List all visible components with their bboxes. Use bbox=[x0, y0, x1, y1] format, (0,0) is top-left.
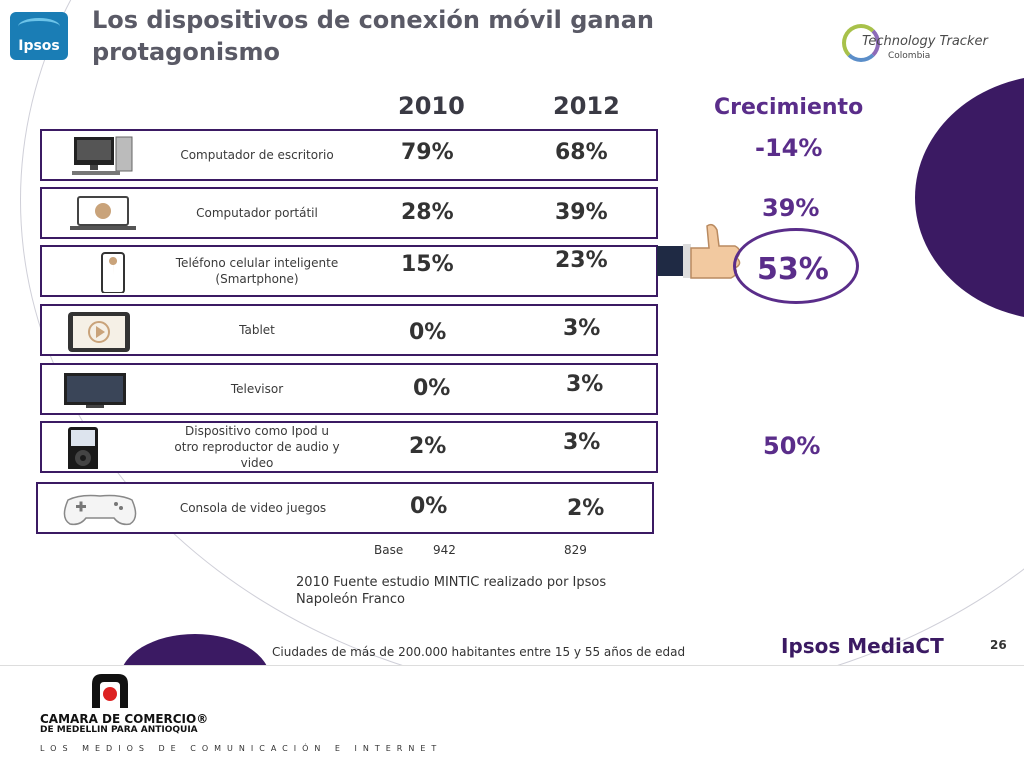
value-2010: 0% bbox=[413, 376, 451, 401]
growth-value: -14% bbox=[755, 134, 823, 162]
value-2010: 79% bbox=[401, 140, 454, 165]
ipod-icon bbox=[68, 427, 98, 469]
technology-tracker-emblem-icon bbox=[842, 24, 880, 62]
value-2012: 39% bbox=[555, 200, 608, 225]
technology-tracker-logo: Technology Tracker Colombia bbox=[842, 22, 992, 66]
technology-tracker-sub: Colombia bbox=[888, 51, 931, 61]
footer-note: Ciudades de más de 200.000 habitantes en… bbox=[272, 645, 686, 659]
value-2010: 2% bbox=[409, 434, 447, 459]
value-2012: 3% bbox=[566, 372, 604, 397]
column-header-2012: 2012 bbox=[553, 92, 620, 120]
value-2010: 28% bbox=[401, 200, 454, 225]
base-2012: 829 bbox=[564, 543, 587, 557]
table-row: Dispositivo como Ipod u otro reproductor… bbox=[40, 421, 658, 473]
source-note: 2010 Fuente estudio MINTIC realizado por… bbox=[296, 575, 607, 607]
row-label: Teléfono celular inteligente (Smartphone… bbox=[175, 256, 339, 286]
thumbs-up-icon bbox=[657, 223, 741, 279]
page-number: 26 bbox=[990, 638, 1007, 652]
table-row: Consola de video juegos bbox=[36, 482, 654, 534]
table-row: Tablet bbox=[40, 304, 658, 356]
camara-comercio-logo-icon bbox=[92, 674, 128, 708]
base-label: Base bbox=[374, 543, 404, 557]
television-icon bbox=[64, 373, 126, 408]
tagline: LOS MEDIOS DE COMUNICACIÓN E INTERNET bbox=[40, 744, 443, 753]
highlight-ellipse bbox=[733, 228, 859, 304]
value-2012: 68% bbox=[555, 140, 608, 165]
table-row: Televisor bbox=[40, 363, 658, 415]
slide-title: Los dispositivos de conexión móvil ganan… bbox=[92, 6, 654, 66]
base-2010: 942 bbox=[433, 543, 456, 557]
ipsos-mediact-brand: Ipsos MediaCT bbox=[781, 634, 944, 658]
slide: Ipsos Los dispositivos de conexión móvil… bbox=[10, 0, 1024, 665]
gamepad-icon bbox=[63, 494, 137, 526]
organization-subtitle: DE MEDELLIN PARA ANTIOQUIA bbox=[40, 725, 198, 735]
row-label: Tablet bbox=[239, 323, 275, 337]
value-2012: 3% bbox=[563, 430, 601, 455]
value-2010: 0% bbox=[410, 494, 448, 519]
table-row: Teléfono celular inteligente (Smartphone… bbox=[40, 245, 658, 297]
row-label: Dispositivo como Ipod u otro reproductor… bbox=[174, 424, 340, 470]
desktop-computer-icon bbox=[72, 136, 133, 175]
table-row: Computador portátil bbox=[40, 187, 658, 239]
value-2012: 2% bbox=[567, 496, 605, 521]
tablet-icon bbox=[68, 312, 130, 352]
value-2010: 0% bbox=[409, 320, 447, 345]
value-2012: 23% bbox=[555, 248, 608, 273]
growth-value: 39% bbox=[762, 194, 820, 222]
growth-value: 53% bbox=[757, 252, 829, 287]
column-header-2010: 2010 bbox=[398, 92, 465, 120]
organization-name: CAMARA DE COMERCIO® bbox=[40, 712, 209, 726]
ipsos-logo: Ipsos bbox=[10, 12, 68, 60]
value-2012: 3% bbox=[563, 316, 601, 341]
table-row: Computador de escritorio bbox=[40, 129, 658, 181]
value-2010: 15% bbox=[401, 252, 454, 277]
divider bbox=[0, 665, 1024, 666]
decorative-purple-circle-bottom bbox=[120, 634, 270, 665]
row-label: Consola de video juegos bbox=[179, 501, 327, 515]
laptop-icon bbox=[70, 196, 136, 230]
technology-tracker-name: Technology Tracker bbox=[862, 34, 988, 49]
ipsos-logo-text: Ipsos bbox=[18, 38, 60, 54]
growth-value: 50% bbox=[763, 432, 821, 460]
row-label: Computador portátil bbox=[196, 206, 318, 220]
column-header-growth: Crecimiento bbox=[714, 95, 864, 120]
smartphone-icon bbox=[101, 252, 125, 293]
row-label: Computador de escritorio bbox=[180, 148, 334, 162]
row-label: Televisor bbox=[230, 382, 284, 396]
